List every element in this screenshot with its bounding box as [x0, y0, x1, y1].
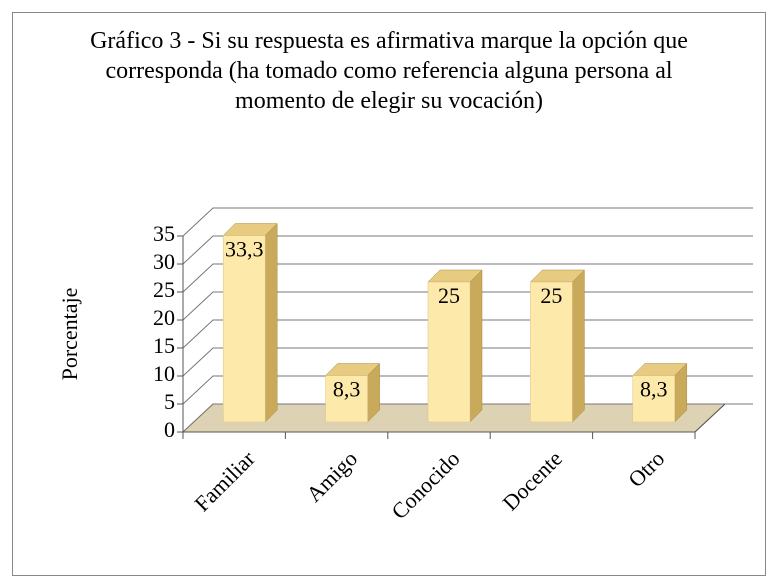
- bar-side: [572, 269, 585, 423]
- y-tick-label: 35: [153, 221, 175, 246]
- y-tick-label: 25: [153, 277, 175, 302]
- grid-line: [182, 207, 753, 237]
- grid-line: [182, 235, 753, 265]
- bar: [632, 375, 676, 423]
- value-label: 33,3: [225, 237, 264, 262]
- y-tick-label: 10: [153, 361, 175, 386]
- y-axis-label: Porcentaje: [57, 288, 82, 381]
- bar-side: [469, 269, 483, 423]
- value-label: 8,3: [333, 377, 361, 402]
- bar: [222, 235, 266, 423]
- y-tick-label: 30: [153, 249, 175, 274]
- y-tick-label: 5: [164, 389, 175, 414]
- y-tick-label: 20: [153, 305, 175, 330]
- chart-title: Gráfico 3 - Si su respuesta es afirmativ…: [90, 28, 688, 114]
- value-label: 8,3: [640, 377, 668, 402]
- grid-line: [182, 263, 753, 293]
- floor-right-edge: [694, 403, 726, 433]
- y-tick-label: 0: [164, 417, 175, 442]
- chart-border: [12, 12, 766, 576]
- bar: [530, 281, 573, 423]
- value-label: 25: [540, 283, 562, 308]
- y-tick-label: 15: [153, 333, 175, 358]
- value-label: 25: [438, 283, 460, 308]
- bar: [325, 375, 368, 423]
- bar: [427, 281, 471, 423]
- bar-side: [264, 222, 278, 423]
